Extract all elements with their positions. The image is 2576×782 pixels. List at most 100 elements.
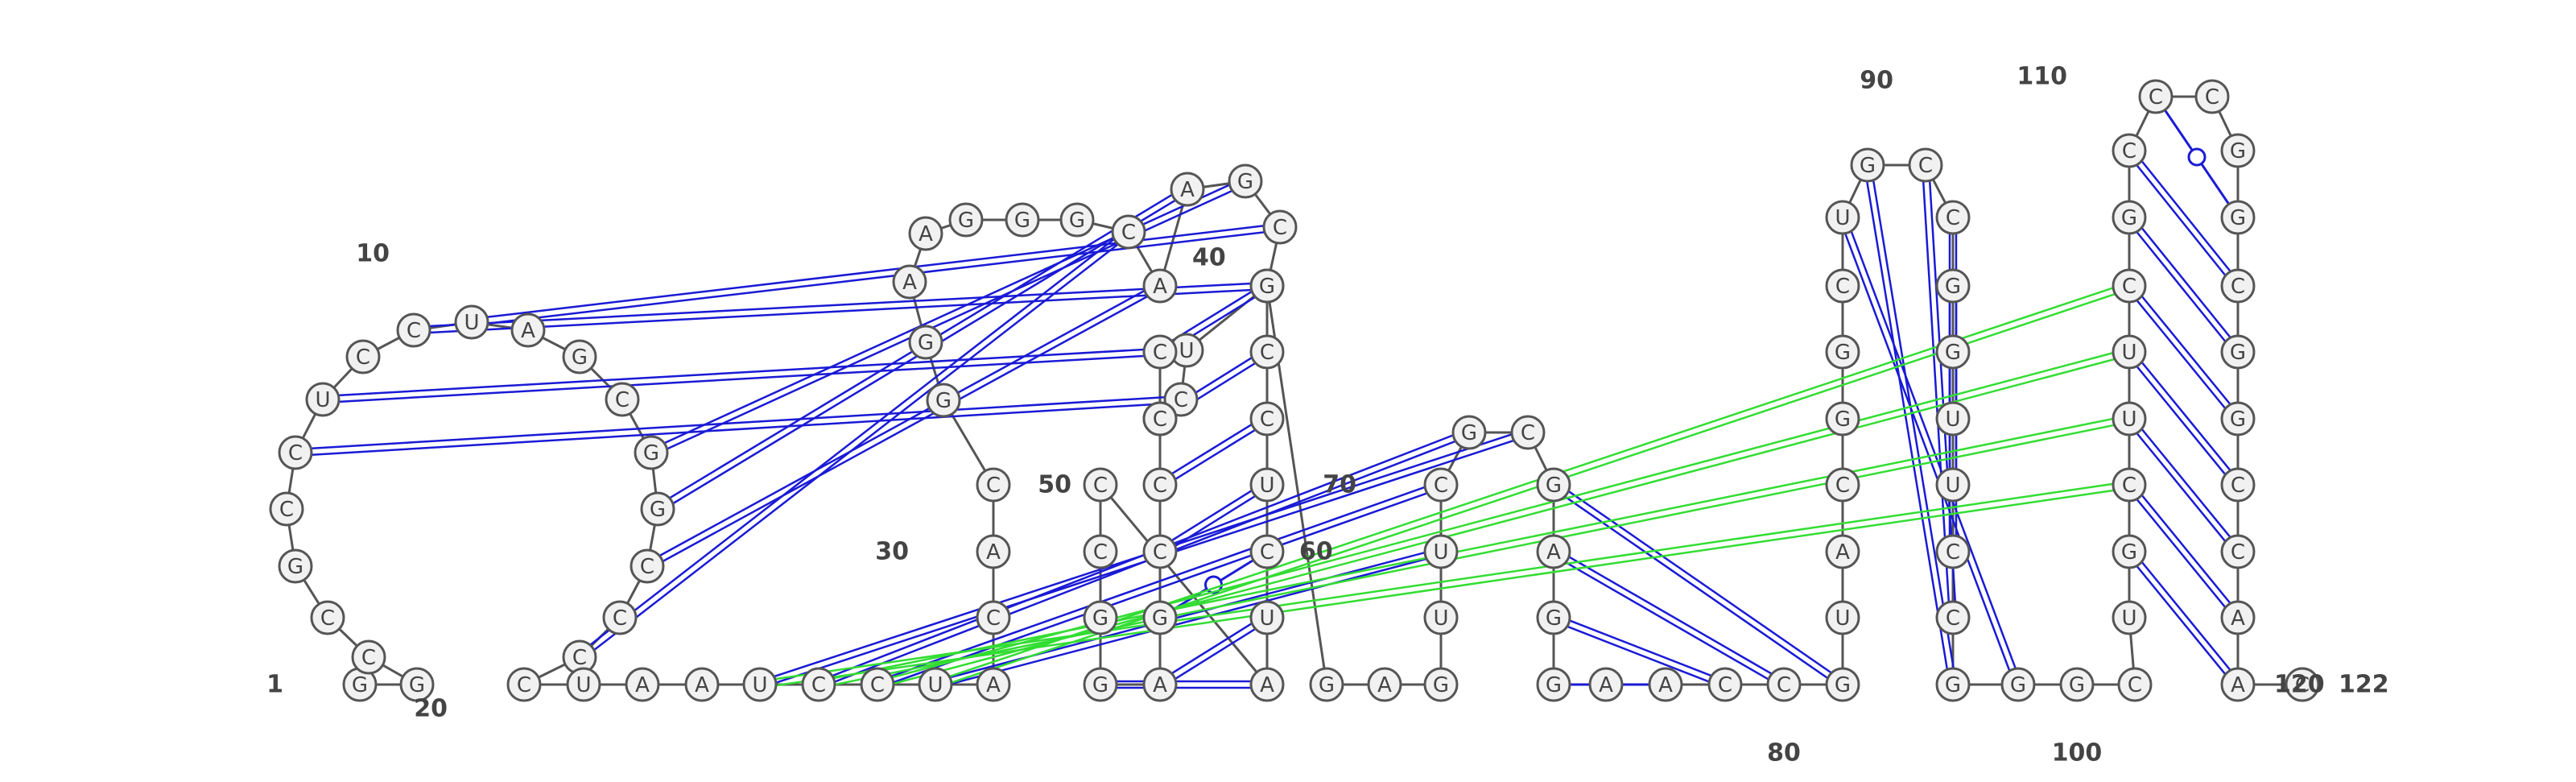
nucleotide-letter: C [279,498,294,522]
nucleotide-letter: C [2231,540,2245,565]
nucleotide: C [2285,667,2320,702]
nucleotide-circle [1111,214,1146,250]
nucleotide-circle [345,339,381,374]
nucleotide: C [2138,79,2174,114]
nucleotide: A [1142,667,1178,702]
nucleotide-circle [892,264,927,300]
nucleotide-letter: G [1433,673,1449,697]
nucleotide-letter: A [2231,673,2245,697]
nucleotide: C [2112,133,2147,168]
nucleotide-circle [2112,534,2147,569]
nucleotide: C [1766,667,1802,702]
nucleotide: A [1142,268,1178,304]
tertiary-pair-line [645,282,1159,565]
nucleotide: A [1588,667,1624,702]
nucleotide: A [976,534,1011,569]
canonical-pair-line [1161,619,1269,689]
nucleotide-letter: C [640,555,654,579]
nucleotide-circle [1170,172,1205,207]
nucleotide-letter: G [1461,421,1477,445]
nucleotide-letter: A [1658,673,1673,697]
tertiary-pair-line [295,395,1181,451]
nucleotide-circle [1648,667,1683,702]
nucleotide-letter: C [986,474,1001,498]
nucleotide-letter: U [1433,540,1448,565]
tertiary-pair-line [652,183,1248,457]
nucleotide-letter: C [1777,673,1791,697]
nucleotide-circle [2220,334,2256,370]
nucleotide-letter: C [1434,474,1448,498]
nucleotide: C [1262,209,1298,245]
nucleotide-letter: C [1835,474,1850,498]
nucleotide: G [1083,667,1118,702]
canonical-pair-line [2131,214,2242,351]
nucleotide-circle [2112,268,2147,304]
nucleotide-circle [1005,202,1040,238]
nucleotide: C [506,667,542,702]
nucleotide: C [2117,667,2153,702]
nucleotide-letter: C [870,673,885,697]
nucleotide-letter: A [1377,673,1392,697]
canonical-pair-line [2131,147,2242,285]
nucleotide: C [2220,268,2256,304]
nucleotide: C [1142,401,1178,437]
nucleotide: C [2220,467,2256,503]
nucleotide-circle [506,667,542,702]
canonical-pair-line [1554,614,1727,683]
nucleotide: U [1249,600,1285,635]
nucleotide-circle [1707,667,1743,702]
nucleotide-letter: C [1153,341,1167,365]
nucleotide-circle [1228,163,1263,199]
canonical-pair-line [2125,552,2236,688]
nucleotide-letter: A [2231,606,2245,631]
nucleotide: C [2220,534,2256,569]
nucleotide-circle [562,339,597,374]
nucleotide-letter: C [2231,275,2245,299]
nucleotide: G [1825,334,1860,370]
nucleotide-letter: C [288,441,303,465]
nucleotide-letter: C [1260,341,1274,365]
nucleotide: U [1423,600,1459,635]
nucleotide-circle [976,667,1011,702]
nucleotide: U [1825,600,1860,635]
nucleotide: G [562,339,597,374]
canonical-pair-line [2125,420,2236,555]
nucleotide-circle [454,304,489,340]
nucleotide-letter: C [2122,139,2136,163]
nucleotide-circle [1262,209,1298,245]
nucleotide: C [1510,415,1546,450]
nucleotide-circle [566,667,601,702]
nucleotide-letter: C [1260,408,1274,432]
tertiary-pair-line [580,234,1132,661]
backbone-segment [1099,484,1269,685]
nucleotide-circle [1142,600,1178,635]
nucleotide-letter: G [1546,673,1562,697]
nucleotide: C [278,435,313,470]
nucleotide-circle [1423,667,1459,702]
nucleotide-letter: C [1946,206,1960,230]
nucleotide-circle [2220,401,2256,437]
nucleotide-letter: A [986,673,1001,697]
canonical-pair-line [2125,287,2236,422]
nucleotide: G [1935,268,1971,304]
nucleotide-letter: G [1835,341,1851,365]
nucleotide-circle [1850,147,1885,183]
nucleotide: C [1083,534,1118,569]
nucleotide-circle [2220,534,2256,569]
nucleotide: G [1825,667,1860,702]
nucleotide-circle [1249,467,1285,503]
nucleotide-circle [918,667,953,702]
position-number: 20 [414,695,448,723]
noncanonical-interaction-line [935,288,2131,689]
nucleotide-circle [399,667,435,702]
nucleotide: G [2000,667,2036,702]
nucleotide-letter: G [409,673,425,697]
nucleotide-letter: G [643,441,659,465]
nucleotide-circle [1249,600,1285,635]
nucleotide-letter: C [407,319,421,343]
nucleotide-letter: G [650,498,666,522]
nucleotide: C [1935,200,1971,235]
nucleotide: G [1536,600,1571,635]
